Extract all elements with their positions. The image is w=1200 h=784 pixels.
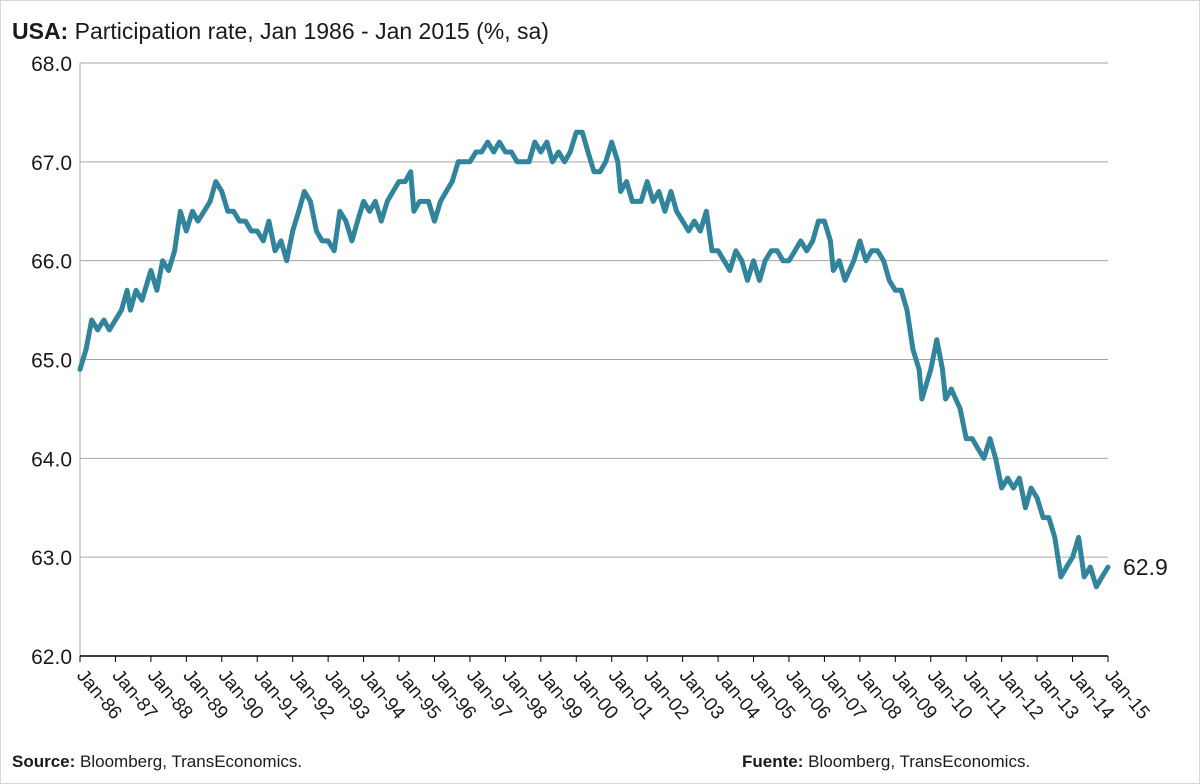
y-tick-label: 64.0 xyxy=(31,448,72,471)
title-prefix: USA: xyxy=(12,18,69,44)
axes xyxy=(79,63,1108,657)
y-tick-label: 62.0 xyxy=(31,646,72,669)
chart-title: USA: Participation rate, Jan 1986 - Jan … xyxy=(12,18,549,45)
y-tick-label: 68.0 xyxy=(31,53,72,76)
title-text: Participation rate, Jan 1986 - Jan 2015 … xyxy=(74,18,549,44)
y-tick-label: 66.0 xyxy=(31,251,72,274)
source-label: Source: xyxy=(12,752,76,771)
gridlines xyxy=(80,62,1108,558)
y-tick-label: 63.0 xyxy=(31,547,72,570)
y-axis-tick-labels: 62.0 63.0 64.0 65.0 66.0 67.0 68.0 xyxy=(31,53,72,669)
source-note: Source: Bloomberg, TransEconomics. xyxy=(12,752,302,772)
x-axis-tick-labels: Jan-86Jan-87Jan-88Jan-89Jan-90Jan-91Jan-… xyxy=(72,656,1154,724)
fuente-text: Bloomberg, TransEconomics. xyxy=(808,752,1031,771)
series-line xyxy=(77,129,1111,590)
y-tick-label: 67.0 xyxy=(31,152,72,175)
fuente-label: Fuente: xyxy=(742,752,804,771)
y-tick-label: 65.0 xyxy=(31,350,72,373)
source-text: Bloomberg, TransEconomics. xyxy=(80,752,303,771)
last-value-label: 62.9 xyxy=(1123,554,1168,580)
fuente-note: Fuente: Bloomberg, TransEconomics. xyxy=(742,752,1030,772)
